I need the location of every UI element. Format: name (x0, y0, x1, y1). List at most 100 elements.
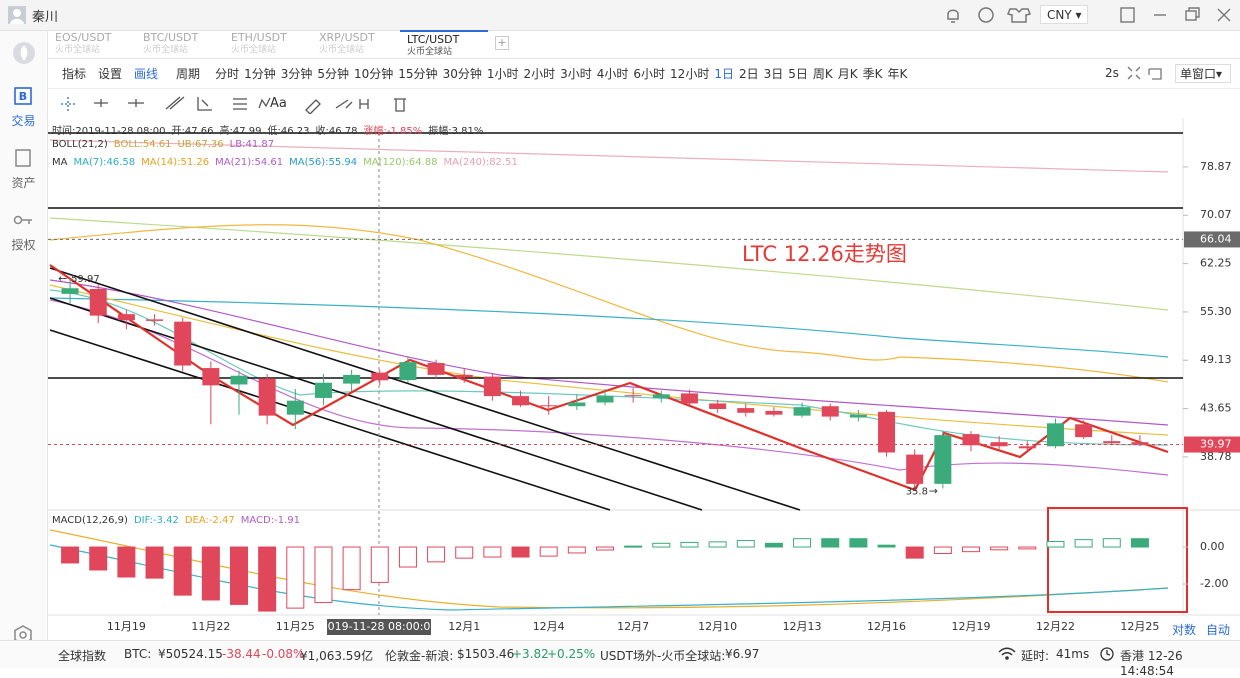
ma-line (49, 224, 1169, 383)
add-tab[interactable]: + (495, 36, 509, 50)
title-icons[interactable] (944, 6, 1039, 24)
status-text: 全球指数 (58, 649, 107, 663)
info-item: 时间:2019-11-28 08:00 (52, 126, 166, 137)
window-select[interactable]: 单窗口▾ (1175, 64, 1231, 83)
x-tick-label: 12月16 (867, 620, 906, 633)
period-button[interactable]: 10分钟 (354, 66, 394, 81)
window-mode: 单窗口 (1180, 67, 1217, 81)
candle-body (849, 414, 867, 418)
pair-tab[interactable]: BTC/USDT 火币全球站 (136, 30, 224, 58)
tool-button[interactable]: 设置 (98, 66, 123, 81)
status-text: +3.82 (512, 647, 549, 661)
period-button[interactable]: 1日 (714, 66, 734, 81)
period-button[interactable]: 1分钟 (244, 66, 276, 81)
pair-tab[interactable]: ETH/USDT 火币全球站 (224, 30, 312, 58)
macd-bar (567, 546, 586, 554)
period-button[interactable]: 30分钟 (442, 66, 482, 81)
candle-body (990, 442, 1008, 447)
macd-bar (1074, 539, 1093, 548)
candle-body (652, 394, 670, 398)
period-button[interactable]: 3分钟 (280, 66, 313, 81)
font-tool[interactable]: Aa (270, 96, 287, 111)
info-item: 开:47.66 (171, 126, 214, 137)
high-label: 59.97 (71, 274, 100, 285)
macd-bar (1102, 538, 1121, 548)
nav-label[interactable]: 资产 (11, 176, 36, 190)
macd-bar (652, 542, 671, 548)
period-button[interactable]: 2日 (738, 66, 759, 81)
svg-text:B: B (19, 90, 27, 103)
tool-button[interactable]: 指标 (62, 66, 87, 81)
period-button[interactable]: 3日 (763, 66, 784, 81)
pair: LTC/USDT (407, 33, 460, 46)
legend-item: MA(14):51.26 (141, 157, 210, 168)
period-button[interactable]: 分时 (215, 66, 240, 81)
y-tick-label: 38.78 (1200, 450, 1232, 463)
status-text: +0.25% (547, 647, 596, 661)
x-tick-label: 12月10 (698, 620, 737, 633)
period-button[interactable]: 15分钟 (398, 66, 438, 81)
candle-body (89, 288, 107, 316)
divider (48, 58, 1240, 59)
x-tick-label: 12月7 (617, 620, 649, 633)
candle-body (906, 454, 924, 484)
candle-body (146, 319, 164, 321)
candle-body (371, 372, 389, 381)
annotation: LTC 12.26走势图 (742, 242, 907, 266)
low-label: 35.8 (906, 487, 928, 498)
period-button[interactable]: 年K (887, 66, 908, 81)
period-button[interactable]: 3小时 (560, 66, 592, 81)
period-button[interactable]: 4小时 (596, 66, 629, 81)
ma-line (49, 217, 1169, 311)
view-icons[interactable] (1127, 66, 1163, 80)
nav-label[interactable]: 交易 (11, 114, 36, 128)
auth-icon[interactable] (13, 211, 33, 229)
trade-icon[interactable]: B (14, 87, 32, 105)
pair-tabs: EOS/USDT 火币全球站 BTC/USDT 火币全球站 ETH/USDT 火币全球站 X… (48, 30, 488, 58)
candle-body (540, 405, 558, 407)
window-controls[interactable] (1118, 6, 1233, 24)
assets-icon[interactable] (14, 149, 32, 167)
candle-body (1075, 424, 1093, 438)
toolbar: 指标 设置 画线 周期 分时 1分钟 3分钟 5分钟 10分钟 15分钟 30分钟 1小时 2小时 3小时… (62, 63, 912, 83)
period-button[interactable]: 2小时 (523, 66, 556, 81)
period-button[interactable]: 周期 (176, 66, 201, 81)
legend-item: MA(7):46.58 (73, 157, 136, 168)
period-button[interactable]: 5分钟 (317, 66, 349, 81)
candle-body (512, 396, 530, 406)
refresh-rate[interactable]: 2s (1105, 66, 1119, 80)
candle-body (1131, 442, 1149, 445)
draw-tools[interactable] (58, 94, 418, 114)
period-button[interactable]: 月K (837, 66, 858, 81)
y-tick-label: 55.30 (1200, 305, 1232, 318)
info-item: 收:46.78 (315, 126, 358, 137)
candle-body (230, 375, 248, 385)
pair-tab[interactable]: LTC/USDT 火币全球站 (400, 30, 488, 58)
period-button[interactable]: 5日 (788, 66, 808, 81)
candle-body (680, 393, 698, 404)
candle-body (709, 403, 727, 410)
currency-select[interactable]: CNY ▾ (1040, 5, 1088, 24)
info-item: 振幅:3.81% (428, 126, 484, 137)
period-button[interactable]: 6小时 (633, 66, 666, 81)
status-text: 伦敦金-新浪: (385, 649, 454, 663)
pair-tab[interactable]: XRP/USDT 火币全球站 (312, 30, 400, 58)
period-button[interactable]: 12小时 (670, 66, 710, 81)
status-text: BTC: (124, 647, 152, 661)
macd-bar (877, 544, 896, 548)
legend-item: MA(56):55.94 (289, 157, 358, 168)
macd-bar (849, 538, 868, 548)
candle-body (1103, 441, 1121, 444)
period-button[interactable]: 季K (862, 66, 883, 81)
axis-mode[interactable]: 对数 (1172, 623, 1197, 637)
axis-mode[interactable]: 自动 (1206, 623, 1231, 637)
period-button[interactable]: 1小时 (486, 66, 519, 81)
pair-tab[interactable]: EOS/USDT 火币全球站 (48, 30, 136, 58)
info-item: 高:47.99 (219, 126, 262, 137)
crosshair-label-bg (327, 619, 431, 635)
period-button[interactable]: 周K (812, 66, 833, 81)
tool-button[interactable]: 画线 (134, 66, 159, 81)
candle-body (202, 368, 220, 386)
macd-bar (61, 546, 80, 564)
nav-label[interactable]: 授权 (11, 238, 36, 252)
